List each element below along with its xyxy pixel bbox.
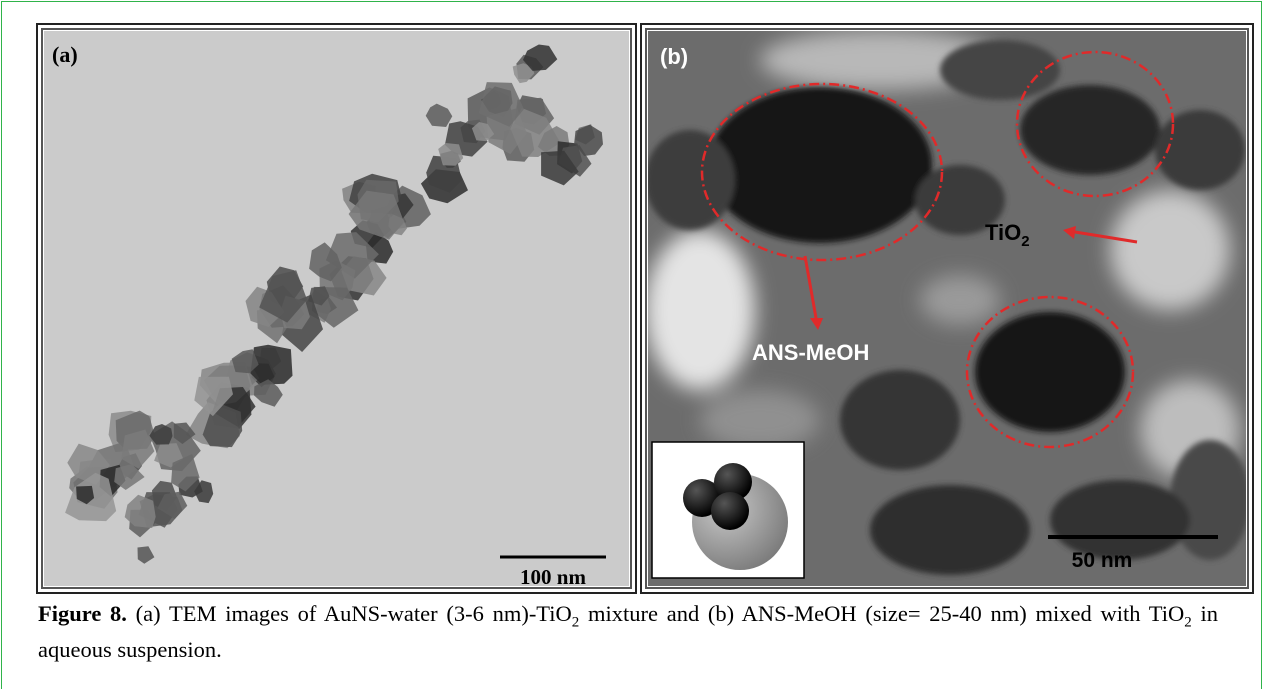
figure: (a) 100 nm xyxy=(0,0,1267,600)
panel-label: (b) xyxy=(660,44,688,69)
panel-a-image xyxy=(44,31,629,586)
caption-label: Figure 8. xyxy=(38,601,127,626)
panel-b-image: TiO2 ANS-MeOH 50 nm xyxy=(645,30,1250,586)
scale-bar-label: 100 nm xyxy=(520,565,586,589)
caption-text: mixture and (b) ANS-MeOH (size= 25-40 nm… xyxy=(588,601,1184,626)
scale-bar-label: 50 nm xyxy=(1072,549,1133,572)
caption-text: (a) TEM images of AuNS-water (3-6 nm)-Ti… xyxy=(136,601,572,626)
page: (a) 100 nm xyxy=(0,0,1267,691)
annotation-ans: ANS-MeOH xyxy=(752,340,869,365)
subscript: 2 xyxy=(1021,233,1029,250)
subscript: 2 xyxy=(1184,615,1192,631)
panel-label: (a) xyxy=(52,42,78,67)
subscript: 2 xyxy=(572,615,580,631)
inset-au xyxy=(711,492,749,530)
text: TiO xyxy=(985,220,1021,245)
caption: Figure 8. (a) TEM images of AuNS-water (… xyxy=(38,596,1218,668)
